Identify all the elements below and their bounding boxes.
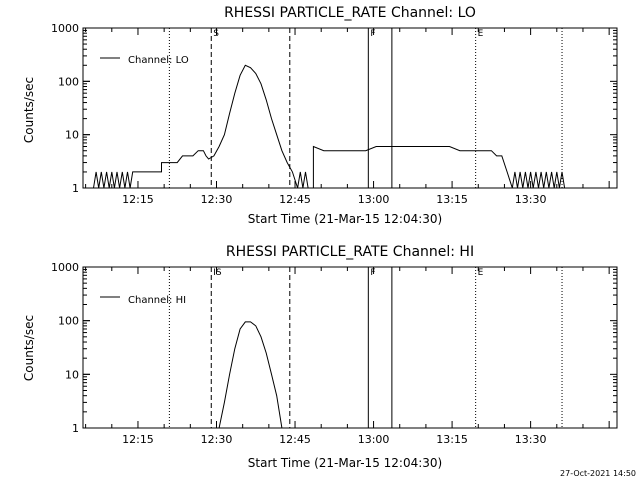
plot-frame bbox=[82, 27, 618, 189]
y-tick-label: 1 bbox=[72, 182, 79, 195]
y-tick-label: 100 bbox=[58, 315, 79, 328]
legend-label: Channel: HI bbox=[128, 295, 186, 306]
y-tick-label: 100 bbox=[58, 75, 79, 88]
y-axis-label: Counts/sec bbox=[22, 77, 36, 143]
x-tick-label: 13:30 bbox=[515, 433, 547, 446]
series-line bbox=[218, 321, 283, 429]
event-marker-label: E bbox=[478, 268, 484, 278]
x-tick-label: 13:15 bbox=[436, 193, 468, 206]
y-axis-label: Counts/sec bbox=[22, 315, 36, 381]
event-marker-label: S bbox=[213, 29, 219, 39]
y-tick-label: 1000 bbox=[51, 261, 79, 274]
x-tick-label: 12:15 bbox=[122, 193, 154, 206]
x-tick-label: 13:00 bbox=[358, 193, 390, 206]
x-tick-label: 13:00 bbox=[358, 433, 390, 446]
y-tick-label: 1 bbox=[72, 422, 79, 435]
event-marker-label: F bbox=[370, 268, 375, 278]
x-tick-label: 13:15 bbox=[436, 433, 468, 446]
legend-label: Channel: LO bbox=[128, 55, 189, 66]
footer-timestamp: 27-Oct-2021 14:50 bbox=[560, 469, 636, 478]
chart-title: RHESSI PARTICLE_RATE Channel: LO bbox=[224, 5, 476, 21]
event-marker-label: E bbox=[478, 29, 484, 39]
series-line bbox=[93, 64, 566, 189]
y-tick-label: 10 bbox=[65, 129, 79, 142]
event-marker-label: IS bbox=[213, 268, 222, 278]
plot-frame bbox=[82, 266, 618, 429]
chart-title: RHESSI PARTICLE_RATE Channel: HI bbox=[226, 244, 474, 260]
y-tick-label: 10 bbox=[65, 368, 79, 381]
x-tick-label: 12:15 bbox=[122, 433, 154, 446]
x-tick-label: 13:30 bbox=[515, 193, 547, 206]
panel-lo: RHESSI PARTICLE_RATE Channel: LO Counts/… bbox=[22, 5, 618, 226]
x-tick-label: 12:45 bbox=[279, 433, 311, 446]
x-axis-label: Start Time (21-Mar-15 12:04:30) bbox=[248, 456, 442, 470]
x-axis-label: Start Time (21-Mar-15 12:04:30) bbox=[248, 212, 442, 226]
plot-area: 1 10 100 1000 12:15 12:30 12:45 13:00 13:15 13:30… bbox=[51, 22, 618, 206]
panel-hi: RHESSI PARTICLE_RATE Channel: HI Counts/… bbox=[22, 244, 618, 470]
plot-area: 1 10 100 1000 12:15 12:30 12:45 13:00 13:15 13:30… bbox=[51, 261, 618, 446]
event-marker-label: F bbox=[370, 29, 375, 39]
x-tick-label: 12:30 bbox=[201, 433, 233, 446]
y-tick-label: 1000 bbox=[51, 22, 79, 35]
x-tick-label: 12:30 bbox=[201, 193, 233, 206]
x-tick-label: 12:45 bbox=[279, 193, 311, 206]
